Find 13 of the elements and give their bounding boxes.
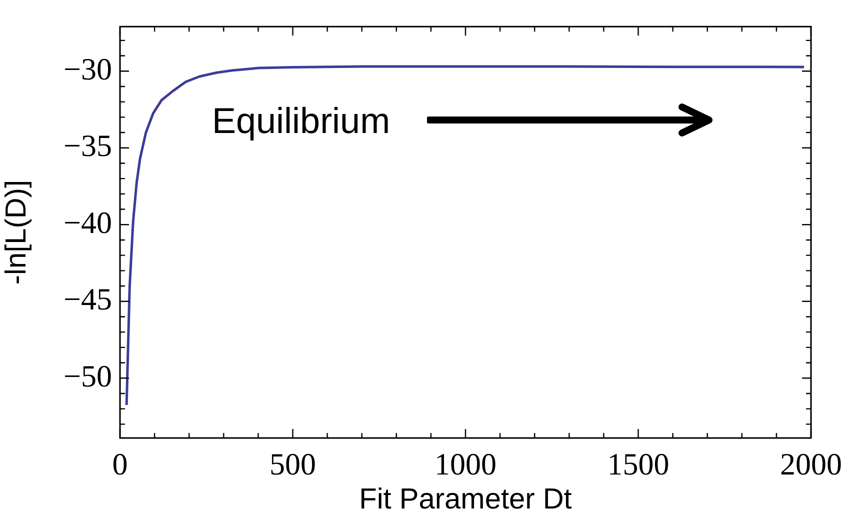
- x-tick-label: 500: [270, 446, 316, 482]
- x-tick-label: 1000: [434, 446, 496, 482]
- x-tick-label: 0: [112, 446, 128, 482]
- x-tick-label: 2000: [780, 446, 842, 482]
- y-axis-title: -ln[L(D)]: [0, 180, 32, 285]
- y-tick-label: −40: [64, 204, 112, 240]
- y-tick-label: −30: [64, 51, 112, 86]
- y-tick-label: −50: [64, 358, 112, 394]
- y-tick-label: −35: [64, 128, 112, 164]
- x-axis-title: Fit Parameter Dt: [359, 484, 572, 516]
- x-tick-label: 1500: [607, 446, 670, 482]
- annotation: Equilibrium: [212, 100, 390, 142]
- y-tick-label: −45: [64, 282, 112, 317]
